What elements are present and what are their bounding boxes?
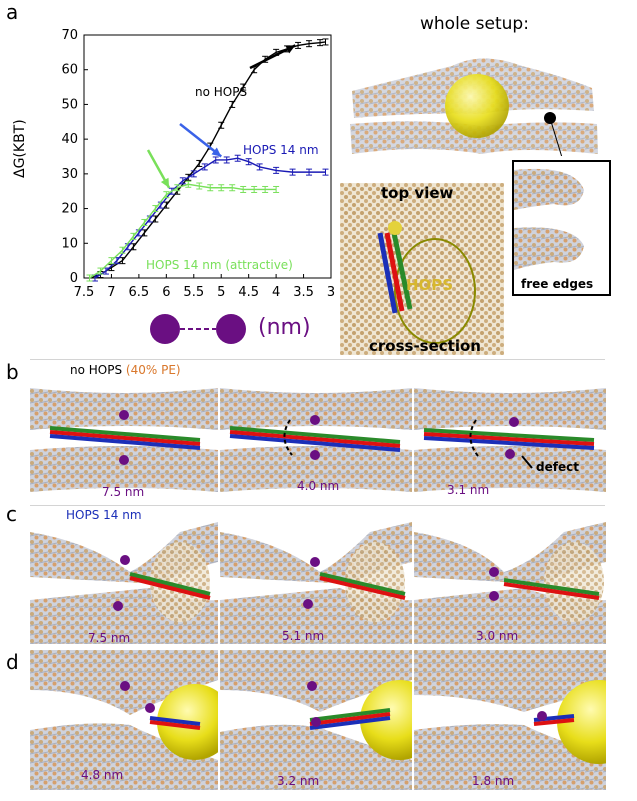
x-tick-label: 4 [272,285,280,300]
distance-indicator [150,314,246,344]
snapshot-b-1-label: 7.5 nm [102,485,145,499]
series-line-1 [94,157,326,279]
snapshot-c-2 [220,522,412,648]
panel-b-title-main: no HOPS [70,363,123,377]
y-tick-label: 30 [61,167,78,182]
arrow-hops-head [211,147,222,157]
snapshot-c-2-label: 5.1 nm [282,629,325,643]
x-tick-label: 4.5 [238,285,259,300]
snapshot-d-1 [30,650,218,790]
y-tick-label: 60 [61,63,78,78]
y-axis-label: ΔG(KBT) [12,119,28,178]
whole-setup-image [350,58,598,156]
x-tick-label: 5.5 [183,285,204,300]
legend-hops-14: HOPS 14 nm [243,143,319,157]
snapshot-d-3-label: 1.8 nm [472,774,515,788]
snapshot-d-2 [220,650,412,790]
defect-label: defect [536,460,579,474]
series-line-2 [89,183,277,279]
snapshot-d-3 [414,650,606,790]
snapshot-c-3 [414,522,606,648]
arrow-hops-attractive-head [160,177,170,188]
top-view-label: top view [381,184,454,202]
snapshot-c-3-label: 3.0 nm [476,629,519,643]
distance-unit: (nm) [258,315,311,340]
arrow-no-hops-head [285,45,296,54]
cross-section-label: cross-section [369,337,481,355]
chart-series [86,38,329,282]
legend-hops-attractive: HOPS 14 nm (attractive) [146,258,293,272]
y-tick-label: 0 [70,271,78,286]
panel-b-title: no HOPS (40% PE) [70,363,181,377]
x-tick-label: 3.5 [293,285,314,300]
x-tick-label: 3 [327,285,335,300]
separator-c [30,505,605,506]
x-tick-label: 7 [107,285,115,300]
snapshot-b-1 [30,380,218,500]
snapshot-c-1-label: 7.5 nm [88,631,131,645]
snapshot-b-2-label: 4.0 nm [297,479,340,493]
y-tick-label: 20 [61,202,78,217]
snapshot-d-1-label: 4.8 nm [81,768,124,782]
snapshot-b-3 [414,380,606,500]
series-line-0 [89,41,326,279]
free-edges-label: free edges [521,277,594,291]
x-tick-label: 5 [217,285,225,300]
panel-label-a: a [6,0,19,24]
snapshot-b-2 [220,380,412,500]
panel-c-title: HOPS 14 nm [66,508,142,522]
chart-arrows [146,44,296,189]
y-tick-label: 40 [61,132,78,147]
panel-label-b: b [6,360,19,384]
y-tick-label: 50 [61,97,78,112]
snapshot-d-2-label: 3.2 nm [277,774,320,788]
separator-b [30,359,605,360]
legend-no-hops: no HOPS [195,85,248,99]
x-tick-label: 6.5 [129,285,150,300]
y-tick-label: 70 [61,28,78,43]
top-view-image [340,183,504,355]
hops-label: HOPS [406,276,454,294]
x-tick-label: 6 [162,285,170,300]
y-tick-label: 10 [61,236,78,251]
panel-label-d: d [6,650,19,674]
whole-setup-title: whole setup: [420,14,529,34]
panel-label-c: c [6,502,17,526]
plot-frame [83,34,332,279]
panel-b-title-extra: (40% PE) [125,363,181,377]
x-tick-label: 7.5 [74,285,95,300]
free-edges-box [512,160,611,296]
snapshot-b-3-label: 3.1 nm [447,483,490,497]
snapshot-c-1 [30,522,218,648]
